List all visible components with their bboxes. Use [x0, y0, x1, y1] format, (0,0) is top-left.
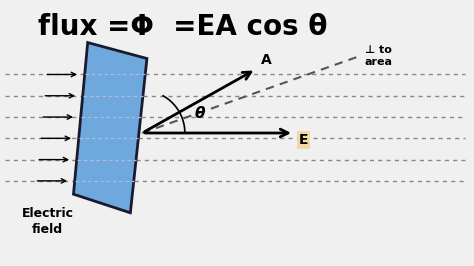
- Text: A: A: [261, 52, 272, 66]
- Text: E: E: [299, 133, 308, 147]
- Text: ⊥ to
area: ⊥ to area: [365, 45, 393, 67]
- Text: θ: θ: [194, 106, 205, 121]
- Text: Electric
field: Electric field: [21, 207, 73, 236]
- Polygon shape: [73, 43, 147, 213]
- Text: flux =Φ  =EA cos θ: flux =Φ =EA cos θ: [38, 13, 327, 41]
